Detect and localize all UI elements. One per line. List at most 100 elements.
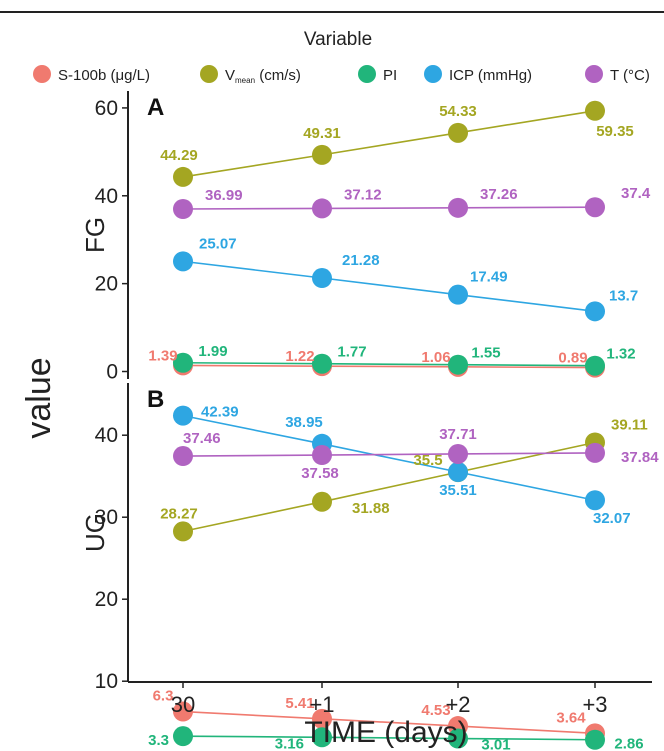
data-label-pi: 1.55 bbox=[471, 345, 500, 362]
data-label-vmean: 44.29 bbox=[160, 147, 198, 164]
point-pi bbox=[312, 727, 332, 748]
panel-y-axis-label: UG bbox=[80, 513, 110, 552]
point-pi bbox=[585, 355, 605, 376]
series-line-t bbox=[182, 206, 596, 210]
point-t bbox=[585, 197, 605, 218]
legend-label-vmean-sub: mean bbox=[235, 76, 255, 85]
y-tick-label: 40 bbox=[95, 185, 118, 208]
data-label-pi: 1.32 bbox=[606, 346, 635, 363]
legend-label-vmean-rest: (cm/s) bbox=[255, 67, 301, 84]
panel-label: B bbox=[147, 386, 164, 413]
data-label-t: 37.84 bbox=[621, 449, 659, 466]
x-axis-title: TIME (days) bbox=[304, 716, 467, 749]
y-tick-label: 20 bbox=[95, 273, 118, 296]
legend-swatch-t bbox=[585, 65, 603, 83]
series-line-icp bbox=[182, 414, 596, 502]
point-t bbox=[312, 445, 332, 466]
data-label-s100b: 1.39 bbox=[148, 347, 177, 364]
y-tick-label: 60 bbox=[95, 97, 118, 120]
point-pi bbox=[448, 728, 468, 749]
point-vmean bbox=[312, 144, 332, 165]
legend-swatch-icp bbox=[424, 65, 442, 83]
data-label-vmean: 39.11 bbox=[611, 416, 648, 433]
data-label-s100b: 0.89 bbox=[558, 350, 587, 367]
data-label-icp: 32.07 bbox=[593, 510, 631, 527]
point-t bbox=[173, 446, 193, 467]
data-label-s100b: 6.3 bbox=[153, 688, 174, 705]
legend-item-icp: ICP (mmHg) bbox=[424, 65, 532, 84]
panel-b: B 10 20 30 40 UG 6.3 5.41 4.53 3.64 28.27 31.88 35.5… bbox=[80, 383, 659, 751]
point-pi bbox=[173, 726, 193, 747]
x-tick-label: +1 bbox=[309, 692, 334, 717]
y-tick-label: 0 bbox=[106, 361, 118, 384]
legend-label-t: T (°C) bbox=[610, 67, 650, 84]
y-tick-label: 20 bbox=[95, 588, 118, 611]
legend-label-pi: PI bbox=[383, 67, 397, 84]
data-label-pi: 3.16 bbox=[275, 735, 304, 751]
point-vmean bbox=[173, 166, 193, 187]
data-label-t: 37.4 bbox=[621, 185, 651, 202]
series-line-pi bbox=[182, 735, 596, 741]
top-rule bbox=[0, 11, 664, 13]
point-pi bbox=[585, 729, 605, 750]
legend-title: Variable bbox=[304, 29, 372, 50]
panel-y-axis-label: FG bbox=[80, 217, 110, 253]
point-icp bbox=[312, 268, 332, 289]
series-line-vmean bbox=[182, 109, 596, 178]
data-label-t: 37.58 bbox=[301, 465, 339, 482]
data-label-icp: 13.7 bbox=[609, 287, 638, 304]
data-label-icp: 35.51 bbox=[439, 482, 477, 499]
legend-label-icp: ICP (mmHg) bbox=[449, 67, 532, 84]
data-label-t: 37.46 bbox=[183, 430, 221, 447]
data-label-vmean: 49.31 bbox=[303, 125, 341, 142]
series-line-icp bbox=[182, 260, 596, 313]
legend-item-t: T (°C) bbox=[585, 65, 650, 84]
data-label-icp: 42.39 bbox=[201, 404, 239, 421]
legend-label-vmean-main: V bbox=[225, 67, 235, 84]
point-icp bbox=[585, 301, 605, 322]
y-tick-label: 10 bbox=[95, 670, 118, 693]
legend-label-s100b: S-100b (μg/L) bbox=[58, 67, 150, 84]
data-label-vmean: 35.5 bbox=[413, 452, 442, 469]
series-line-vmean bbox=[182, 441, 596, 533]
data-label-pi: 1.77 bbox=[337, 344, 366, 361]
legend-item-vmean: Vmean (cm/s) bbox=[200, 65, 301, 85]
x-tick-label: +3 bbox=[582, 692, 607, 717]
point-s100b bbox=[312, 708, 332, 729]
data-label-pi: 1.99 bbox=[198, 343, 227, 360]
data-label-icp: 38.95 bbox=[285, 414, 323, 431]
data-label-s100b: 1.06 bbox=[421, 349, 450, 366]
panel-label: A bbox=[147, 94, 164, 121]
data-label-icp: 25.07 bbox=[199, 235, 237, 252]
data-label-icp: 17.49 bbox=[470, 269, 508, 286]
y-tick-label: 30 bbox=[95, 506, 118, 529]
data-label-s100b: 1.22 bbox=[285, 348, 314, 365]
data-label-t: 37.12 bbox=[344, 186, 382, 203]
data-label-t: 36.99 bbox=[205, 187, 243, 204]
point-vmean bbox=[448, 122, 468, 143]
x-tick-label: 30 bbox=[171, 692, 195, 717]
data-label-pi: 3.01 bbox=[481, 737, 510, 751]
data-label-vmean: 31.88 bbox=[352, 500, 390, 517]
series-line-t bbox=[182, 452, 596, 457]
point-icp bbox=[448, 462, 468, 483]
point-icp bbox=[173, 251, 193, 272]
legend-item-pi: PI bbox=[358, 65, 397, 84]
data-label-s100b: 3.64 bbox=[556, 709, 586, 726]
legend-swatch-s100b bbox=[33, 65, 51, 83]
point-icp bbox=[448, 284, 468, 305]
series-line-s100b bbox=[182, 710, 596, 735]
point-pi bbox=[173, 352, 193, 373]
x-tick-label: +2 bbox=[445, 692, 470, 717]
data-label-icp: 21.28 bbox=[342, 252, 380, 269]
y-axis-title: value bbox=[20, 357, 58, 438]
y-tick-label: 40 bbox=[95, 424, 118, 447]
point-s100b bbox=[173, 701, 193, 722]
point-t bbox=[448, 443, 468, 464]
data-label-s100b: 4.53 bbox=[421, 702, 450, 719]
data-label-pi: 3.3 bbox=[148, 732, 169, 749]
legend-swatch-pi bbox=[358, 65, 376, 83]
series-line-s100b bbox=[182, 364, 596, 369]
point-pi bbox=[448, 354, 468, 375]
point-t bbox=[585, 442, 605, 463]
